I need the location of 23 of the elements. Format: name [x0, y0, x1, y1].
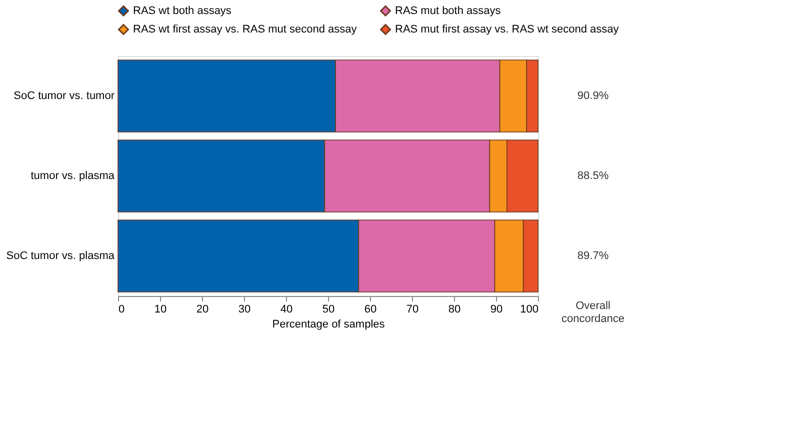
x-tick-label: 10	[154, 304, 167, 316]
x-tick-label: 60	[364, 304, 377, 316]
text: 88.5%	[577, 170, 609, 182]
x-tick-label: 100	[520, 304, 538, 316]
legend-label: RAS wt both assays	[133, 4, 232, 17]
text: 89.7%	[577, 250, 609, 262]
x-tick-label: 90	[490, 304, 503, 316]
legend-label: RAS wt first assay vs. RAS mut second assay	[133, 24, 358, 36]
x-tick-label: 80	[448, 304, 461, 316]
y-tick-label: SoC tumor vs. plasma	[6, 250, 116, 262]
legend-label: RAS mut first assay vs. RAS wt second assay	[395, 24, 620, 36]
legend-label: RAS mut both assays	[395, 4, 502, 17]
x-axis-title: Percentage of samples	[272, 318, 386, 330]
text: 90.9%	[577, 90, 609, 102]
x-tick-label: 30	[238, 304, 251, 316]
x-tick-label: 20	[196, 304, 209, 316]
y-tick-label: SoC tumor vs. tumor	[14, 90, 115, 102]
x-tick-label: 50	[322, 304, 335, 316]
x-tick-label: 70	[406, 304, 419, 316]
y-tick-label: tumor vs. plasma	[30, 170, 116, 182]
x-tick-label: 0	[118, 304, 125, 316]
x-tick-label: 40	[280, 304, 293, 316]
text: Overall concordance	[562, 300, 624, 325]
